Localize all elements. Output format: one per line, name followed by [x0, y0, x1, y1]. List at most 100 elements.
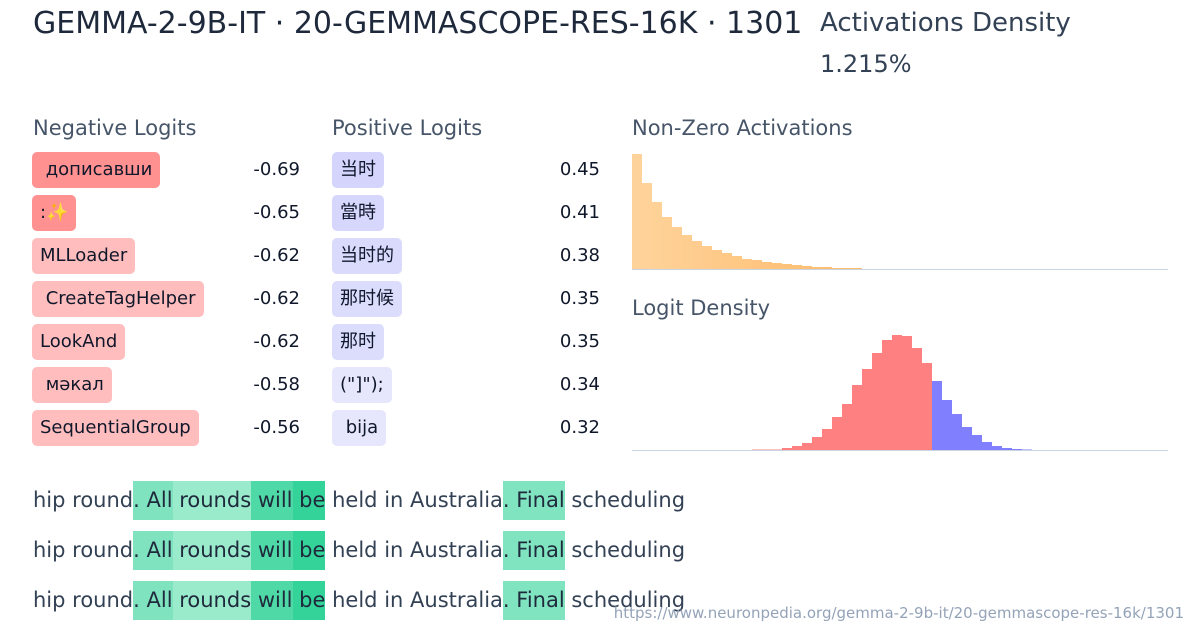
logit-value: 0.45: [559, 159, 600, 180]
logit-value: 0.35: [559, 288, 600, 309]
logit-value: -0.69: [253, 159, 300, 180]
example-token: scheduling: [564, 488, 686, 512]
negative-logits-list: дописавши -0.69:✨ -0.65 MLLoader -0.62 Creat…: [32, 152, 300, 453]
logit-value: -0.62: [253, 331, 300, 352]
example-token: held: [325, 588, 378, 612]
logit-density-bar-negative: [872, 353, 882, 450]
activation-bar: [772, 263, 782, 269]
positive-logits-list: 当时 0.45 當時 0.41 当时的 0.38 那时候 0.35 那时 0.35 ("]"); 0.…: [332, 152, 600, 453]
logit-row: CreateTagHelper -0.62: [32, 281, 300, 324]
source-url: https://www.neuronpedia.org/gemma-2-9b-i…: [613, 604, 1184, 622]
example-token: All: [139, 531, 173, 570]
activations-density-value: 1.215%: [820, 50, 912, 78]
example-token: .: [133, 581, 140, 620]
example-token: .: [133, 481, 140, 520]
logit-density-bar-positive: [972, 435, 982, 450]
example-token: All: [139, 581, 173, 620]
logit-row: LookAnd -0.62: [32, 324, 300, 367]
logit-density-bar-negative: [802, 443, 812, 450]
example-token: .: [133, 531, 140, 570]
example-token: in: [377, 588, 404, 612]
activation-bar: [722, 253, 732, 269]
logit-token: мәкал: [32, 367, 112, 403]
activation-bar: [742, 259, 752, 269]
example-token: round: [65, 538, 134, 562]
logit-density-bar-positive: [1022, 449, 1032, 450]
example-token: be: [292, 531, 326, 570]
logit-density-bar-negative: [902, 336, 912, 450]
example-token: hip: [33, 588, 66, 612]
activation-bar: [732, 256, 742, 269]
logit-row: 那时 0.35: [332, 324, 600, 367]
example-token: Australia: [403, 588, 503, 612]
logit-density-bar-negative: [892, 335, 902, 450]
example-token: Final: [509, 481, 565, 520]
example-token: be: [292, 481, 326, 520]
example-row: hip round. All rounds will be held in Au…: [33, 581, 685, 620]
logit-token: 当时: [332, 152, 384, 188]
activation-bar: [632, 154, 642, 269]
logit-token: 当时的: [332, 238, 402, 274]
logit-value: 0.32: [559, 417, 600, 438]
example-token: hip: [33, 538, 66, 562]
example-token: will: [251, 581, 293, 620]
logit-row: 当时 0.45: [332, 152, 600, 195]
logit-token: ("]");: [332, 367, 392, 403]
activation-bar: [842, 268, 852, 269]
activation-bar: [762, 262, 772, 269]
logit-token: SequentialGroup: [32, 410, 199, 446]
logit-value: 0.41: [559, 202, 600, 223]
logit-token: 那时候: [332, 281, 402, 317]
activations-density-label: Activations Density: [820, 8, 1071, 38]
logit-density-bar-negative: [912, 348, 922, 450]
activation-bar: [642, 183, 652, 269]
logit-value: 0.35: [559, 331, 600, 352]
example-row: hip round. All rounds will be held in Au…: [33, 531, 685, 570]
logit-row: MLLoader -0.62: [32, 238, 300, 281]
logit-token: :✨: [32, 195, 77, 231]
example-token: round: [65, 488, 134, 512]
logit-token: bija: [332, 410, 387, 446]
logit-token: дописавши: [32, 152, 161, 188]
example-token: .: [502, 481, 510, 520]
logit-row: дописавши -0.69: [32, 152, 300, 195]
activation-bar: [852, 268, 862, 269]
logit-density-bar-negative: [772, 449, 782, 450]
logit-value: -0.62: [253, 288, 300, 309]
example-token: Final: [509, 581, 565, 620]
activation-bar: [782, 264, 792, 269]
logit-token: CreateTagHelper: [32, 281, 204, 317]
logit-value: -0.62: [253, 245, 300, 266]
activation-bar: [802, 266, 812, 269]
activation-bar: [662, 217, 672, 269]
example-token: hip: [33, 488, 66, 512]
logit-density-bar-negative: [762, 449, 772, 450]
activation-bar: [712, 250, 722, 269]
logit-row: 當時 0.41: [332, 195, 600, 238]
logit-density-bar-negative: [882, 340, 892, 450]
logit-density-bar-negative: [752, 449, 762, 450]
logit-density-bar-negative: [862, 369, 872, 450]
example-token: will: [251, 481, 293, 520]
logit-density-bar-positive: [942, 400, 952, 450]
logit-value: 0.38: [559, 245, 600, 266]
activation-bar: [812, 267, 822, 269]
logit-token: LookAnd: [32, 324, 126, 360]
logit-token: 當時: [332, 195, 384, 231]
example-token: .: [502, 581, 510, 620]
example-token: round: [65, 588, 134, 612]
logit-density-bar-positive: [992, 446, 1002, 450]
example-token: Australia: [403, 488, 503, 512]
example-token: scheduling: [564, 538, 686, 562]
example-token: in: [377, 538, 404, 562]
example-token: will: [251, 531, 293, 570]
logit-density-bar-positive: [1012, 449, 1022, 450]
activation-bar: [672, 227, 682, 269]
logit-row: 当时的 0.38: [332, 238, 600, 281]
activation-bar: [652, 202, 662, 269]
example-token: be: [292, 581, 326, 620]
example-token: Final: [509, 531, 565, 570]
activation-bar: [822, 267, 832, 269]
activation-bar: [682, 235, 692, 269]
